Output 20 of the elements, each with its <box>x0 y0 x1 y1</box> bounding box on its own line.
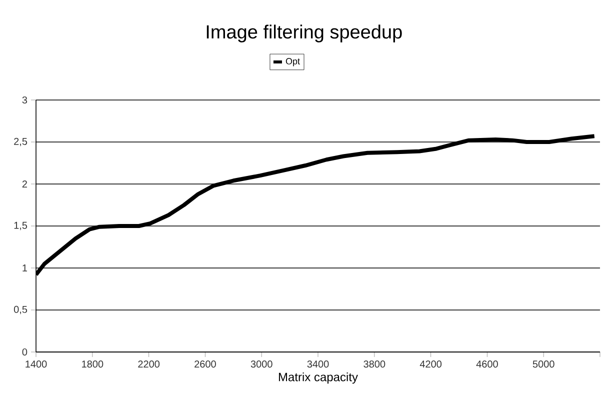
x-tick-label: 3400 <box>307 360 329 368</box>
x-tick-label: 1800 <box>82 360 104 368</box>
y-tick-label: 0 <box>22 348 28 356</box>
y-tick-label: 0,5 <box>14 306 28 314</box>
x-tick-label: 4200 <box>420 360 442 368</box>
y-tick-label: 2,5 <box>14 138 28 146</box>
x-tick-label: 2600 <box>194 360 216 368</box>
y-tick-label: 1,5 <box>14 222 28 230</box>
x-tick-label: 5000 <box>532 360 554 368</box>
x-tick-label: 4600 <box>476 360 498 368</box>
x-axis-title: Matrix capacity <box>278 372 358 384</box>
y-tick-label: 3 <box>22 96 28 104</box>
x-tick-label: 3000 <box>250 360 272 368</box>
legend-label: Opt <box>286 58 300 66</box>
y-tick-label: 2 <box>22 180 27 188</box>
chart-title: Image filtering speedup <box>206 24 402 42</box>
x-tick-label: 3800 <box>364 360 386 368</box>
y-tick-label: 1 <box>22 264 27 272</box>
x-tick-label: 1400 <box>26 360 47 368</box>
x-tick-label: 2200 <box>138 360 160 368</box>
